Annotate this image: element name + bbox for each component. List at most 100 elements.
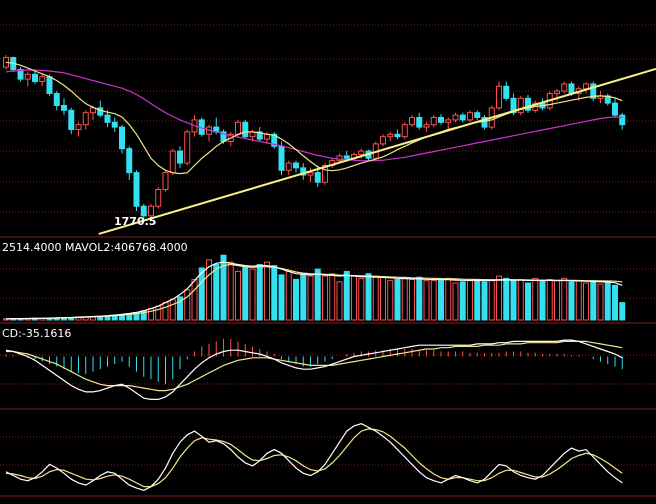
volume-bar xyxy=(568,281,575,321)
volume-bar xyxy=(155,305,162,321)
candle xyxy=(380,136,386,145)
candle xyxy=(423,124,430,128)
trendline xyxy=(98,67,656,235)
candle xyxy=(39,76,46,83)
volume-bar xyxy=(445,277,452,321)
candle xyxy=(46,76,53,95)
volume-bar xyxy=(481,281,488,321)
volume-bar xyxy=(336,281,343,321)
volume-bar xyxy=(365,273,372,321)
candle xyxy=(75,124,82,130)
candle xyxy=(336,155,343,162)
volume-bar xyxy=(380,276,386,321)
candle xyxy=(307,172,314,176)
candle xyxy=(496,85,502,109)
volume-bar xyxy=(206,259,212,321)
candle xyxy=(474,112,481,118)
volume-bar xyxy=(575,280,582,321)
volume-bar xyxy=(438,279,444,321)
candle xyxy=(82,112,89,126)
candle xyxy=(111,121,118,128)
candle xyxy=(285,162,292,171)
candle xyxy=(583,83,589,90)
volume-bar xyxy=(423,280,430,321)
volume-bar xyxy=(256,263,263,321)
volume-bar xyxy=(561,277,568,321)
volume-bar xyxy=(546,279,553,321)
candle xyxy=(256,131,263,140)
candle xyxy=(104,114,111,123)
candle xyxy=(568,83,575,95)
volume-bar xyxy=(619,302,626,321)
volume-bar xyxy=(532,277,539,321)
volume-bar xyxy=(351,275,357,321)
candle xyxy=(119,126,125,150)
volume-bar xyxy=(169,298,176,321)
macd-dif-line xyxy=(5,339,623,400)
candle xyxy=(271,133,278,147)
volume-bar xyxy=(227,261,234,321)
volume-bar xyxy=(162,302,169,321)
candle xyxy=(554,90,560,95)
volume-bar xyxy=(314,268,321,321)
volume-bar xyxy=(409,279,415,321)
volume-bar xyxy=(503,277,510,321)
candle xyxy=(68,109,75,130)
candle xyxy=(358,150,365,155)
volume-bar xyxy=(459,281,466,321)
candle xyxy=(300,167,307,176)
kdj-k-line xyxy=(5,423,623,491)
volume-bar xyxy=(372,275,379,321)
price-ma-long-line xyxy=(5,69,623,162)
macd-panel xyxy=(5,338,623,400)
candle xyxy=(242,121,249,138)
candle xyxy=(619,114,626,126)
volume-panel xyxy=(3,254,626,321)
volume-bar xyxy=(554,280,560,321)
candle xyxy=(314,172,321,183)
candle xyxy=(416,117,423,128)
candle xyxy=(148,205,154,217)
candle xyxy=(133,172,140,207)
candle xyxy=(177,150,183,164)
volume-bar xyxy=(213,263,220,321)
kdj-d-line xyxy=(5,428,623,488)
volume-bar xyxy=(3,318,9,321)
volume-bar xyxy=(184,289,191,321)
volume-bar xyxy=(358,277,365,321)
volume-bar xyxy=(597,283,604,321)
candle xyxy=(445,119,452,123)
volume-bar xyxy=(198,267,205,321)
volume-bar xyxy=(322,275,328,321)
candle xyxy=(53,93,60,107)
volume-bar xyxy=(264,261,270,321)
candle xyxy=(517,97,524,114)
volume-bar xyxy=(474,279,481,321)
price-ma-short-line xyxy=(5,61,623,175)
candle xyxy=(278,145,285,171)
volume-bar xyxy=(177,296,183,321)
candle xyxy=(438,117,444,123)
candle xyxy=(387,133,394,138)
candle xyxy=(322,164,328,183)
candle xyxy=(155,188,162,207)
candle xyxy=(343,155,350,159)
volume-bar xyxy=(300,273,307,321)
volume-bar xyxy=(394,279,401,321)
candle xyxy=(481,117,488,128)
candle xyxy=(459,114,466,121)
candle xyxy=(169,150,176,174)
volume-bar xyxy=(488,280,495,321)
volume-indicator-label: 2514.4000 MAVOL2:406768.4000 xyxy=(2,241,188,254)
candle xyxy=(394,133,401,138)
candle xyxy=(126,148,133,174)
candle xyxy=(401,124,408,138)
volume-bar xyxy=(517,279,524,321)
volume-bar xyxy=(148,307,154,321)
candle xyxy=(184,131,191,164)
candle xyxy=(561,83,568,92)
volume-bar xyxy=(525,282,531,321)
volume-bar xyxy=(467,280,473,321)
volume-bar xyxy=(496,275,502,321)
